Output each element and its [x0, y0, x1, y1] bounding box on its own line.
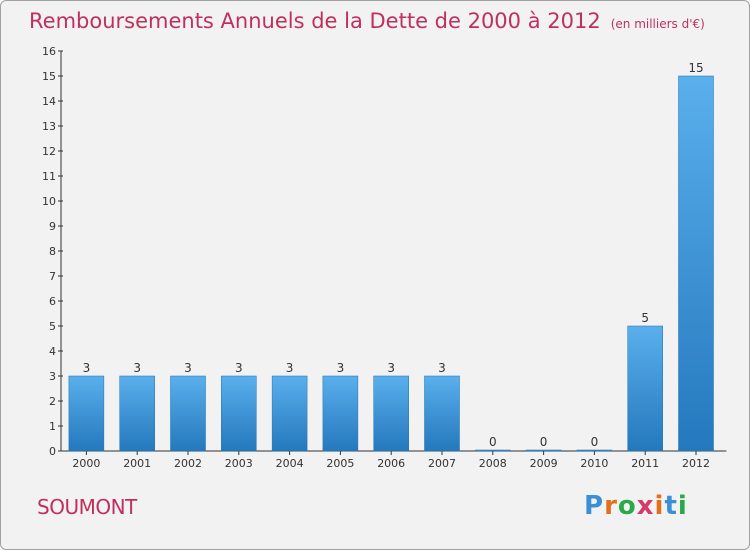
bar-2001	[119, 375, 155, 452]
bar-2006	[373, 375, 409, 452]
bar-2003	[221, 375, 257, 452]
y-tick-label: 4	[49, 345, 56, 358]
data-label: 3	[184, 361, 192, 375]
y-tick-label: 3	[49, 370, 56, 383]
bar-2009	[525, 449, 562, 452]
x-tick-label: 2002	[174, 457, 202, 470]
chart-title: Remboursements Annuels de la Dette de 20…	[29, 9, 705, 33]
data-label: 0	[591, 435, 599, 449]
x-tick-label: 2000	[72, 457, 100, 470]
data-label: 3	[438, 361, 446, 375]
y-tick-label: 15	[42, 70, 56, 83]
bar-2002	[170, 375, 206, 452]
bar-2008	[475, 449, 511, 452]
y-tick-label: 2	[49, 395, 56, 408]
y-tick-label: 14	[42, 95, 56, 108]
x-tick-label: 2008	[479, 457, 507, 470]
x-tick-label: 2011	[631, 457, 659, 470]
data-label: 5	[641, 311, 649, 325]
data-label: 15	[688, 61, 703, 75]
x-tick-label: 2012	[682, 457, 710, 470]
chart-subtitle: (en milliers d'€)	[610, 17, 705, 31]
data-label: 3	[286, 361, 294, 375]
y-tick-label: 7	[49, 270, 56, 283]
data-label: 3	[235, 361, 243, 375]
x-tick-label: 2006	[377, 457, 405, 470]
y-tick-label: 11	[42, 170, 56, 183]
bar-2005	[322, 375, 359, 452]
proxiti-logo: Proxiti	[584, 491, 688, 521]
bar-2012	[678, 75, 714, 452]
x-tick-label: 2009	[530, 457, 558, 470]
y-tick-label: 10	[42, 195, 56, 208]
y-tick-label: 9	[49, 220, 56, 233]
y-tick-label: 12	[42, 145, 56, 158]
y-tick-label: 8	[49, 245, 56, 258]
x-tick-label: 2010	[580, 457, 608, 470]
y-tick-label: 16	[42, 45, 56, 58]
y-tick-label: 5	[49, 320, 56, 333]
data-label: 3	[387, 361, 395, 375]
y-tick-label: 0	[49, 445, 56, 458]
x-tick-label: 2007	[428, 457, 456, 470]
x-tick-label: 2005	[326, 457, 354, 470]
data-label: 3	[337, 361, 345, 375]
commune-name: SOUMONT	[37, 495, 137, 519]
y-tick-label: 6	[49, 295, 56, 308]
x-tick-label: 2004	[276, 457, 304, 470]
y-tick-label: 13	[42, 120, 56, 133]
x-tick-label: 2001	[123, 457, 151, 470]
bar-2000	[68, 375, 105, 452]
bar-2007	[424, 375, 460, 452]
chart-title-text: Remboursements Annuels de la Dette de 20…	[29, 9, 601, 33]
data-label: 0	[540, 435, 548, 449]
y-tick-label: 1	[49, 420, 56, 433]
data-label: 3	[133, 361, 141, 375]
bar-2011	[627, 325, 663, 452]
bar-2004	[271, 375, 308, 452]
data-label: 0	[489, 435, 497, 449]
data-label: 3	[83, 361, 91, 375]
x-tick-label: 2003	[225, 457, 253, 470]
bar-2010	[576, 449, 613, 452]
